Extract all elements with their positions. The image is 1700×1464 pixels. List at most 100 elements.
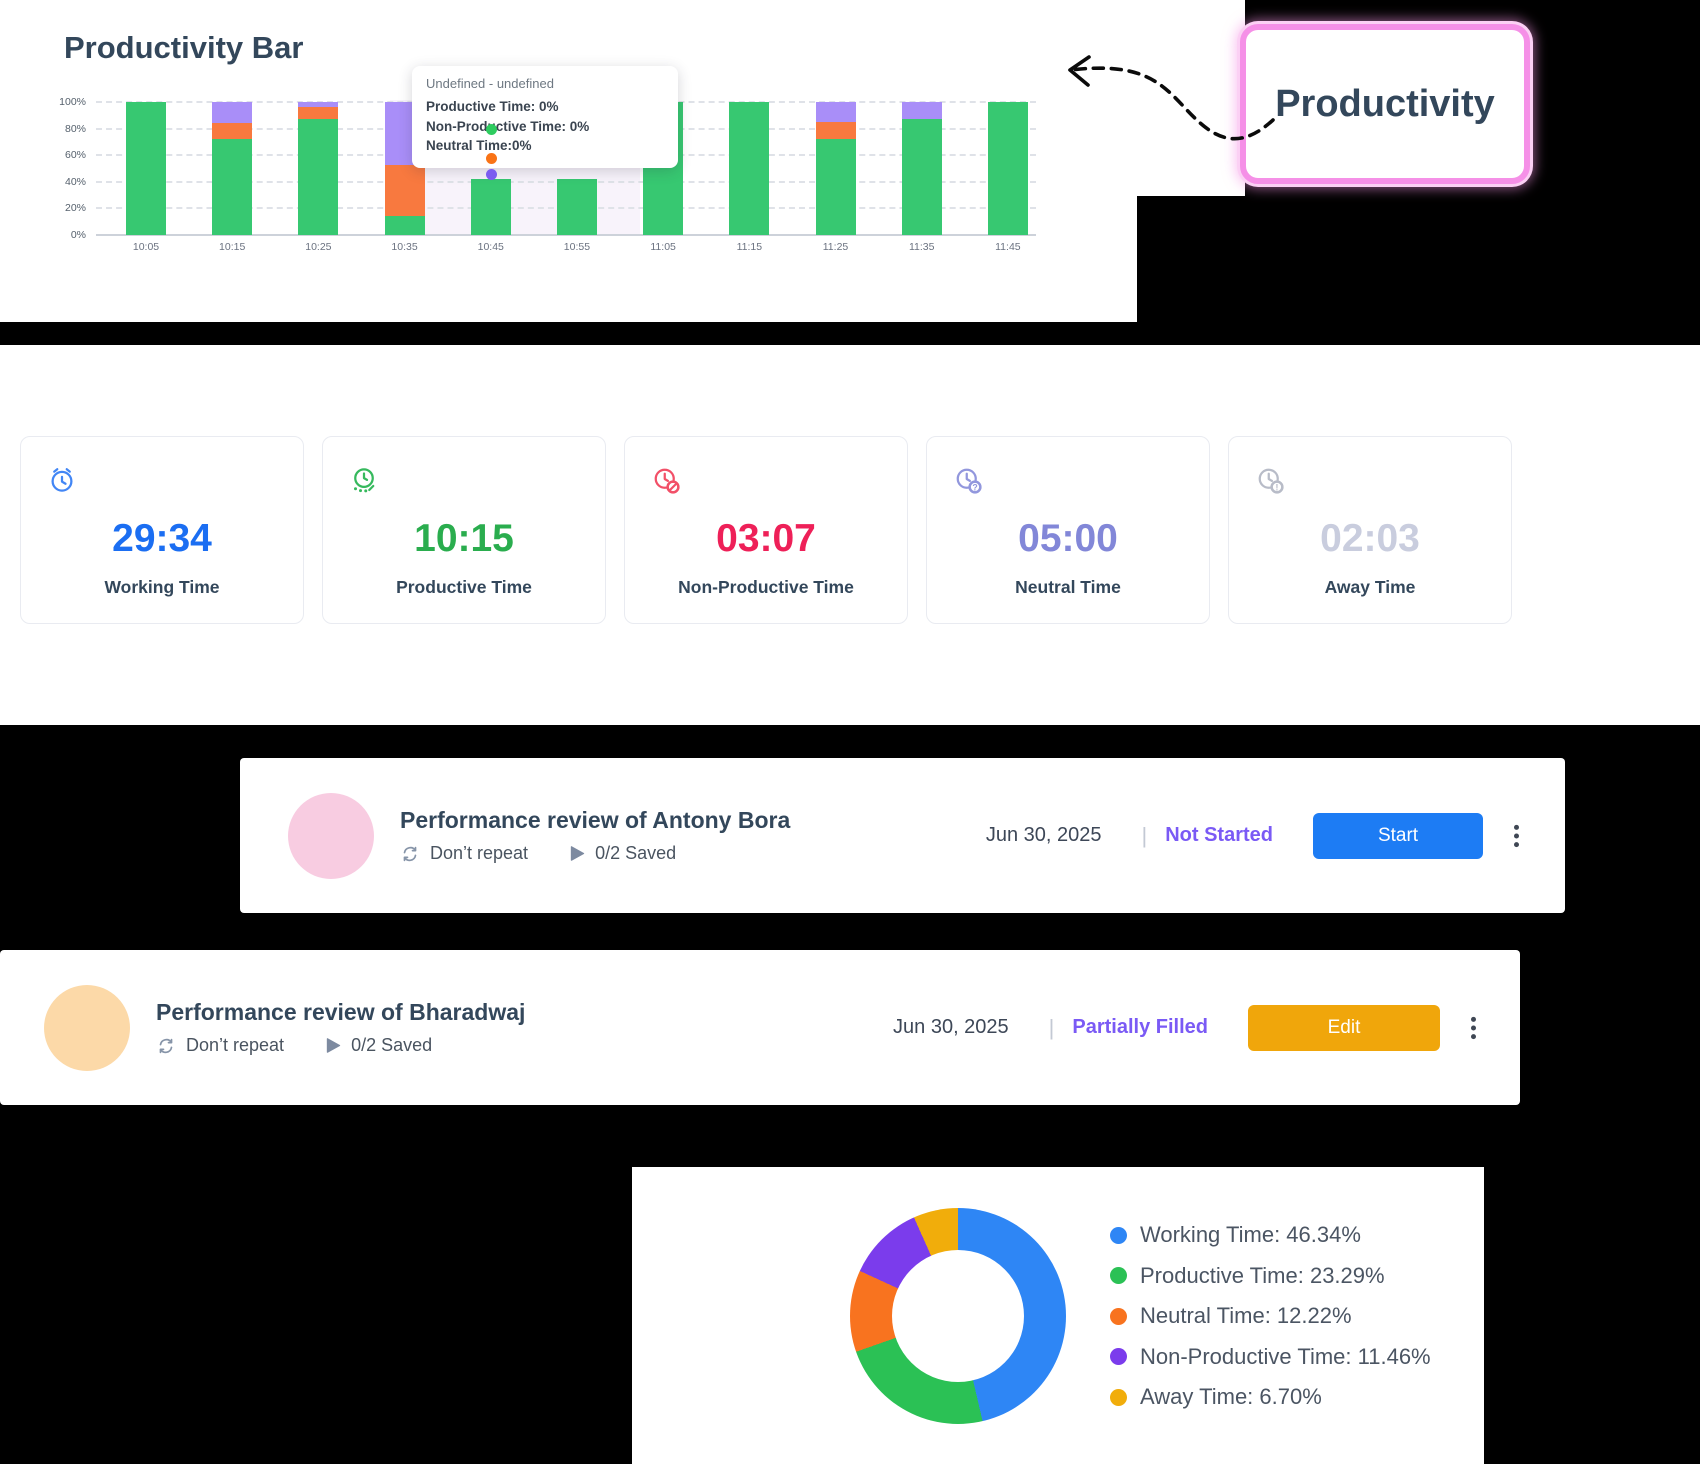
legend-item-away-time[interactable]: Away Time: 6.70% [1110,1384,1431,1409]
task-subline: Don’t repeat 0/2 Saved [156,1035,525,1056]
chart-y-axis: 100% 80% 60% 40% 20% 0% [28,96,86,241]
gridline [96,234,1036,236]
bar-segment [298,119,339,235]
play-icon [570,846,585,861]
task-row-bharadwaj[interactable]: Performance review of Bharadwaj Don’t re… [0,950,1520,1105]
y-tick-label: 20% [64,202,86,215]
stat-card-non-productive-time: 03:07 Non-Productive Time [624,436,908,624]
bar-10:45[interactable] [470,102,511,235]
y-tick-label: 100% [59,96,86,108]
divider: | [1048,1014,1055,1040]
x-tick-label: 11:15 [736,241,763,253]
stat-value: 10:15 [414,517,514,560]
repeat-icon [403,846,417,861]
task-row-antony-bora[interactable]: Performance review of Antony Bora Don’t … [240,758,1565,913]
x-tick-label: 10:35 [391,241,418,253]
x-tick-label: 10:55 [563,241,591,253]
stat-card-neutral-time: ? 05:00 Neutral Time [926,436,1210,624]
stat-label: Non-Productive Time [678,577,854,597]
tooltip-non-productive-line: Non-Productive Time: 0% [426,118,590,134]
bar-segment [212,123,253,140]
legend-label: Away Time: 6.70% [1140,1384,1322,1409]
donut-legend: Working Time: 46.34% Productive Time: 23.… [1110,1222,1431,1409]
task-title: Performance review of Antony Bora [400,807,791,833]
chart-x-axis: 10:05 10:15 10:25 10:35 10:45 10:55 11:05 11:15… [126,241,1028,253]
stat-value: 03:07 [716,517,816,560]
edit-button[interactable]: Edit [1248,1004,1440,1051]
stat-label: Neutral Time [1015,577,1121,597]
avatar [288,792,374,879]
legend-dot-icon [1110,1348,1127,1365]
x-tick-label: 11:05 [650,241,676,253]
kebab-menu-icon[interactable] [1511,823,1521,849]
y-tick-label: 0% [70,229,86,241]
bar-segment [729,102,770,235]
saved-count-label: 0/2 Saved [351,1035,433,1055]
non-productive-clock-icon [654,468,680,494]
legend-label: Neutral Time: 12.22% [1140,1303,1352,1328]
stat-value: 29:34 [112,517,212,560]
bar-10:55[interactable] [556,102,597,235]
legend-label: Working Time: 46.34% [1140,1222,1361,1247]
stat-label: Working Time [104,577,220,597]
tooltip-productive-line: Productive Time: 0% [426,99,559,114]
stat-card-productive-time: 10:15 Productive Time [322,436,606,624]
x-tick-label: 10:15 [219,241,246,253]
legend-item-neutral-time[interactable]: Neutral Time: 12.22% [1110,1303,1431,1328]
legend-item-working-time[interactable]: Working Time: 46.34% [1110,1222,1431,1247]
stat-card-working-time: 29:34 Working Time [20,436,304,624]
divider: | [1141,822,1148,848]
legend-dot-icon [1110,1388,1127,1406]
bar-11:45[interactable] [987,102,1028,235]
bar-10:25[interactable] [298,102,339,235]
productive-clock-icon [354,468,375,493]
time-distribution-panel: Working Time: 46.34% Productive Time: 23.… [632,1167,1484,1464]
chart-title: Productivity Bar [64,30,304,65]
legend-dot-icon [1110,1307,1127,1325]
legend-item-productive-time[interactable]: Productive Time: 23.29% [1110,1263,1431,1288]
tooltip-neutral-line: Neutral Time:0% [426,138,532,153]
stat-label: Productive Time [396,577,532,597]
bar-segment [384,164,425,217]
bar-segment [470,179,511,235]
x-tick-label: 10:25 [305,241,332,253]
task-main: Performance review of Antony Bora Don’t … [400,807,790,864]
tooltip-header: Undefined - undefined [426,76,554,91]
due-date: Jun 30, 2025 [985,824,1102,846]
due-date: Jun 30, 2025 [893,1016,1009,1038]
bar-11:35[interactable] [901,102,942,235]
productivity-chart-panel: Productivity Bar 100% 80% 60% 40% 20% 0% 10:0… [0,0,1137,322]
chart-tooltip: Undefined - undefined Productive Time: 0… [412,66,678,168]
task-main: Performance review of Bharadwaj Don’t re… [156,999,525,1056]
kebab-menu-icon[interactable] [1468,1015,1478,1041]
y-tick-label: 80% [64,122,86,135]
start-button[interactable]: Start [1313,812,1483,859]
away-clock-icon: ! [1258,468,1284,494]
stat-value: 02:03 [1320,517,1420,560]
bar-segment [384,216,425,235]
x-tick-label: 10:05 [132,241,160,253]
bar-10:05[interactable] [126,102,166,235]
bar-segment [556,179,597,235]
x-tick-label: 11:45 [995,241,1021,253]
repeat-label: Don’t repeat [430,843,529,863]
bar-segment [987,102,1028,235]
repeat-label: Don’t repeat [186,1035,285,1055]
annotation-label: Productivity [1275,82,1495,125]
series-marker-dot [486,169,497,180]
bar-segment [212,102,253,124]
bar-10:15[interactable] [212,102,253,235]
donut-hole [892,1250,1024,1382]
series-marker-dot [486,153,497,164]
task-title: Performance review of Bharadwaj [156,999,526,1025]
series-marker-dot [486,124,497,135]
bar-segment [212,139,253,235]
bar-11:15[interactable] [729,102,770,235]
bar-segment [815,121,856,140]
bar-segment [298,102,339,108]
svg-text:?: ? [972,482,977,492]
legend-item-non-productive-time[interactable]: Non-Productive Time: 11.46% [1110,1344,1431,1369]
bar-segment [815,139,856,235]
bar-11:25[interactable] [815,102,856,235]
